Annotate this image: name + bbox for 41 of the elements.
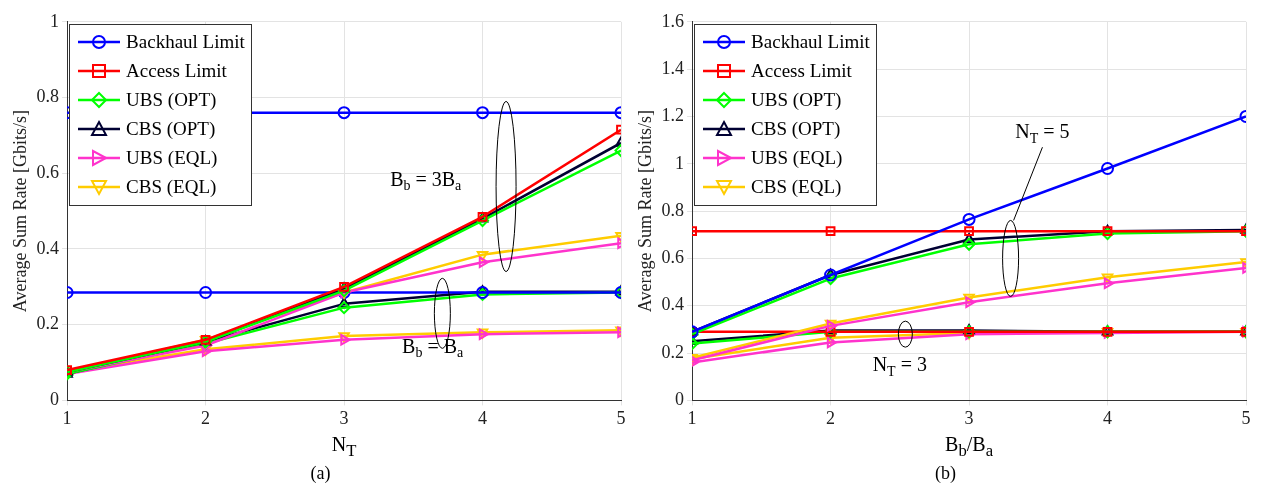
legend-label: CBS (OPT): [126, 118, 216, 141]
legend-label: CBS (EQL): [126, 176, 217, 199]
y-tick-label: 0.6: [661, 247, 685, 268]
y-tick-label: 0: [50, 389, 60, 410]
x-tick-label: 3: [964, 407, 974, 428]
legend-label: Access Limit: [751, 60, 852, 83]
x-axis-title: B$_{b}$/B$_{a}$: [945, 433, 994, 461]
legend-label: UBS (OPT): [751, 89, 842, 112]
legend-label: UBS (EQL): [751, 147, 843, 170]
legend-label: CBS (EQL): [751, 176, 842, 199]
y-tick-label: 0.8: [36, 86, 60, 107]
y-tick-label: 1.6: [661, 10, 685, 31]
x-tick-label: 4: [1103, 407, 1113, 428]
text: (a): [309, 463, 332, 484]
legend-label: Backhaul Limit: [126, 31, 245, 54]
y-axis-title: Average Sum Rate [Gbits/s]: [9, 110, 30, 313]
y-axis-title: Average Sum Rate [Gbits/s]: [634, 110, 655, 313]
x-tick-label: 5: [1241, 407, 1251, 428]
text: (b): [934, 463, 957, 484]
y-tick-label: 0.6: [36, 161, 60, 182]
y-tick-label: 1.2: [661, 105, 685, 126]
legend-label: CBS (OPT): [751, 118, 841, 141]
legend-label: UBS (OPT): [126, 89, 217, 112]
legend-label: UBS (EQL): [126, 147, 218, 170]
y-tick-label: 1: [675, 152, 685, 173]
x-tick-label: 2: [201, 407, 211, 428]
legend-label: Backhaul Limit: [751, 31, 870, 54]
x-axis-title: N$_{T}$: [331, 433, 357, 461]
x-tick-label: 3: [339, 407, 349, 428]
y-tick-label: 0.4: [36, 237, 60, 258]
y-tick-label: 0.2: [36, 313, 60, 334]
y-tick-label: 1: [50, 10, 60, 31]
x-tick-label: 2: [826, 407, 836, 428]
y-tick-label: 1.4: [661, 57, 685, 78]
y-tick-label: 0.4: [661, 294, 685, 315]
y-tick-label: 0.2: [661, 341, 685, 362]
x-tick-label: 5: [616, 407, 626, 428]
x-tick-label: 4: [478, 407, 488, 428]
y-tick-label: 0: [675, 389, 685, 410]
legend-label: Access Limit: [126, 60, 227, 83]
y-tick-label: 0.8: [661, 199, 685, 220]
